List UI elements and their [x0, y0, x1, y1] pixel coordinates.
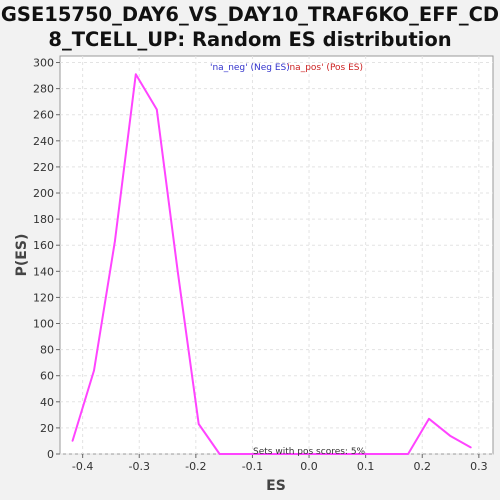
y-tick-label: 60	[40, 370, 54, 383]
data-point	[71, 440, 74, 442]
data-point	[302, 453, 305, 455]
x-tick-label: -0.1	[242, 460, 263, 473]
plot-area	[59, 55, 494, 455]
data-point	[281, 453, 284, 455]
data-point	[470, 446, 472, 449]
y-tick-label: 80	[40, 344, 54, 357]
data-point	[218, 453, 221, 455]
data-point	[197, 423, 200, 425]
x-tick-label: -0.2	[185, 460, 206, 473]
y-tick-label: 260	[33, 109, 54, 122]
data-point	[407, 453, 409, 455]
data-point	[323, 453, 326, 455]
chart-title: GSE15750_DAY6_VS_DAY10_TRAF6KO_EFF_CD 8_…	[0, 2, 500, 52]
data-point	[428, 417, 430, 420]
x-axis-title: ES	[266, 478, 286, 494]
data-point	[449, 434, 451, 437]
annotation-pos-scores: Sets with pos scores: 5%	[253, 447, 366, 457]
x-tick-label: -0.3	[129, 460, 150, 473]
data-point	[114, 240, 116, 243]
data-point	[386, 453, 388, 455]
legend-neg-label: 'na_neg' (Neg ES)	[210, 63, 290, 73]
data-point	[176, 270, 179, 273]
series-layer	[71, 73, 472, 455]
y-tick-label: 100	[33, 318, 54, 331]
data-point	[135, 73, 137, 76]
y-tick-label: 220	[33, 161, 54, 174]
y-tick-label: 0	[47, 448, 54, 461]
x-tick-label: 0.2	[413, 460, 431, 473]
y-tick-label: 240	[33, 135, 54, 148]
y-tick-label: 140	[33, 265, 54, 278]
chart-title-line-2: 8_TCELL_UP: Random ES distribution	[48, 28, 452, 51]
y-tick-label: 40	[40, 396, 54, 409]
y-tick-label: 200	[33, 187, 54, 200]
x-tick-label: 0.3	[470, 460, 488, 473]
y-tick-label: 20	[40, 422, 54, 435]
y-tick-label: 300	[33, 57, 54, 70]
y-axis-title: P(ES)	[14, 234, 30, 277]
data-point	[344, 453, 347, 455]
series-line	[71, 73, 472, 455]
y-tick-label: 120	[33, 291, 54, 304]
y-tick-label: 180	[33, 213, 54, 226]
chart-title-line-1: GSE15750_DAY6_VS_DAY10_TRAF6KO_EFF_CD	[0, 3, 500, 26]
y-tick-label: 160	[33, 239, 54, 252]
x-tick-label: 0.1	[357, 460, 375, 473]
data-point	[239, 453, 242, 455]
x-tick-label: -0.4	[72, 460, 93, 473]
y-tick-label: 280	[33, 83, 54, 96]
x-tick-label: 0.0	[300, 460, 318, 473]
data-point	[155, 108, 158, 111]
data-point	[260, 453, 263, 455]
data-point	[365, 453, 368, 455]
legend-pos-label: 'na_pos' (Pos ES)	[287, 63, 363, 73]
data-point	[93, 369, 95, 372]
grid-lines	[60, 56, 493, 455]
axes: 0 20 40 60 80 100 120 140 160 180 200 220 240 260 280 3…	[33, 57, 488, 473]
